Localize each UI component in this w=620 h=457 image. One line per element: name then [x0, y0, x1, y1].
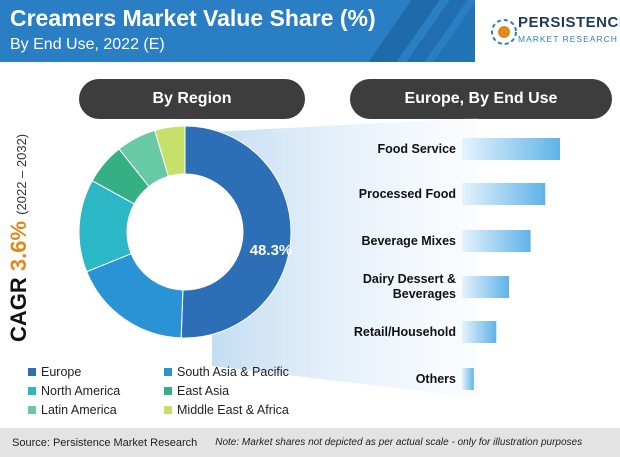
bar-retail-household [462, 321, 497, 343]
bar-label-line: Retail/Household [353, 324, 456, 339]
legend-label: South Asia & Pacific [177, 365, 289, 379]
logo-name: PERSISTENCE [518, 14, 620, 31]
bar-food-service [462, 138, 560, 160]
legend-swatch [164, 387, 172, 395]
page-subtitle: By End Use, 2022 (E) [10, 36, 165, 53]
end-use-bars [462, 138, 560, 390]
legend-swatch [164, 406, 172, 414]
end-use-section-header: Europe, By End Use [350, 79, 612, 119]
bar-label-line: Others [415, 371, 456, 386]
bar-others [462, 368, 474, 390]
legend-item-north-america: North America [28, 384, 120, 398]
region-donut [78, 125, 292, 339]
legend-label: Europe [41, 365, 82, 379]
legend-swatch [28, 387, 36, 395]
bar-label-processed-food: Processed Food [316, 187, 456, 202]
bar-processed-food [462, 183, 546, 205]
donut-data-label: 48.3% [250, 242, 293, 259]
bar-label-dairy-dessert-beverages: Dairy Dessert & Beverages [316, 272, 456, 302]
bar-label-line: Beverages [392, 287, 456, 301]
legend-label: Middle East & Africa [177, 403, 289, 417]
bar-label-line: Beverage Mixes [361, 233, 456, 248]
footer: Source: Persistence Market Research Note… [0, 428, 620, 457]
bar-beverage-mixes [462, 230, 531, 252]
legend-label: Latin America [41, 403, 117, 417]
legend-item-latin-america: Latin America [28, 403, 117, 417]
region-section-header: By Region [79, 79, 305, 119]
charts-canvas: 48.3% [78, 118, 560, 398]
bar-label-line: Processed Food [358, 186, 456, 201]
legend-label: East Asia [177, 384, 230, 398]
page-title: Creamers Market Value Share (%) [10, 5, 376, 31]
bar-dairy-dessert-beverages [462, 276, 510, 298]
legend-swatch [164, 368, 172, 376]
persistence-logo [491, 19, 517, 45]
legend-item-east-asia: East Asia [164, 384, 229, 398]
legend-item-europe: Europe [28, 365, 81, 379]
legend-item-middle-east-africa: Middle East & Africa [164, 403, 289, 417]
bar-label-food-service: Food Service [316, 141, 457, 157]
bar-label-beverage-mixes: Beverage Mixes [316, 234, 456, 249]
donut-hole [127, 174, 243, 290]
legend-item-south-asia-pacific: South Asia & Pacific [164, 365, 289, 379]
legend-label: North America [41, 384, 121, 398]
logo-tagline: MARKET RESEARCH [518, 34, 618, 44]
note-text: Note: Market shares not depicted as per … [215, 437, 583, 448]
bar-label-retail-household: Retail/Household [316, 325, 456, 340]
bar-label-others: Others [316, 372, 456, 387]
bar-label-line: Food Service [377, 141, 457, 156]
title-band: Creamers Market Value Share (%) By End U… [0, 0, 475, 62]
legend-swatch [28, 368, 36, 376]
source-text: Source: Persistence Market Research [12, 436, 198, 449]
bar-label-line: Dairy Dessert & [362, 272, 456, 286]
legend-swatch [28, 406, 36, 414]
